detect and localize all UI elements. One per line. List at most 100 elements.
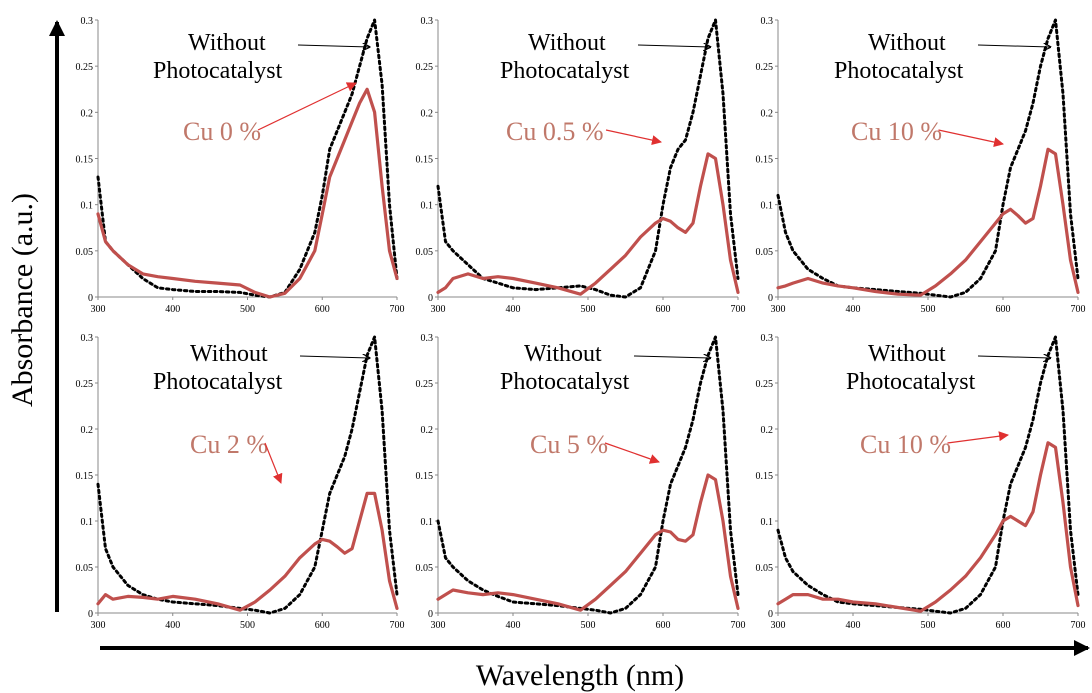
x-tick-label: 300 bbox=[431, 620, 446, 631]
y-tick-label: 0.05 bbox=[756, 563, 774, 574]
y-tick-label: 0 bbox=[768, 609, 773, 620]
arrow-to-without-peak bbox=[299, 356, 369, 358]
x-tick-label: 700 bbox=[1071, 620, 1086, 631]
x-tick-label: 300 bbox=[91, 304, 106, 315]
y-tick-label: 0.3 bbox=[421, 16, 434, 27]
y-tick-label: 0.25 bbox=[756, 62, 774, 73]
label-cu-percent: Cu 5 % bbox=[530, 430, 608, 459]
x-tick-label: 400 bbox=[846, 304, 861, 315]
label-photocatalyst: Photocatalyst bbox=[834, 58, 964, 84]
x-tick-label: 400 bbox=[846, 620, 861, 631]
y-tick-label: 0.05 bbox=[76, 563, 94, 574]
arrow-to-cu-peak bbox=[947, 431, 1009, 444]
arrow-to-without-peak bbox=[637, 45, 710, 47]
label-photocatalyst: Photocatalyst bbox=[500, 58, 630, 84]
y-tick-label: 0.25 bbox=[76, 62, 94, 73]
series-with-photocatalyst bbox=[776, 441, 1080, 613]
chart-panel-3: 0 0.05 0.1 0.15 0.2 0.25 0.3 300 400 500 600 700 Wit… bbox=[756, 16, 1086, 315]
y-tick-label: 0 bbox=[768, 293, 773, 304]
arrow-to-cu-peak bbox=[604, 442, 660, 464]
x-tick-label: 300 bbox=[431, 304, 446, 315]
x-tick-label: 700 bbox=[390, 304, 405, 315]
y-tick-label: 0 bbox=[428, 609, 433, 620]
y-tick-label: 0.05 bbox=[416, 563, 434, 574]
x-tick-label: 300 bbox=[771, 304, 786, 315]
label-photocatalyst: Photocatalyst bbox=[153, 369, 283, 395]
arrow-to-cu-peak bbox=[257, 82, 357, 131]
x-tick-label: 500 bbox=[240, 304, 255, 315]
label-photocatalyst: Photocatalyst bbox=[846, 369, 976, 395]
y-tick-label: 0.2 bbox=[81, 108, 94, 119]
label-cu-percent: Cu 10 % bbox=[860, 430, 951, 459]
x-tick-label: 500 bbox=[921, 620, 936, 631]
y-tick-label: 0.1 bbox=[761, 517, 774, 528]
y-tick-label: 0.15 bbox=[416, 471, 434, 482]
x-tick-label: 600 bbox=[996, 304, 1011, 315]
arrow-to-without-peak bbox=[977, 356, 1050, 358]
arrow-to-cu-peak bbox=[605, 129, 662, 145]
label-without: Without bbox=[868, 30, 946, 56]
y-tick-label: 0.25 bbox=[756, 379, 774, 390]
y-tick-label: 0 bbox=[88, 609, 93, 620]
arrow-to-without-peak bbox=[297, 45, 369, 47]
arrow-to-cu-peak bbox=[938, 129, 1004, 147]
x-tick-label: 700 bbox=[731, 304, 746, 315]
x-tick-label: 400 bbox=[506, 620, 521, 631]
y-tick-label: 0.15 bbox=[416, 155, 434, 166]
x-tick-label: 600 bbox=[315, 620, 330, 631]
x-tick-label: 400 bbox=[165, 304, 180, 315]
y-tick-label: 0.1 bbox=[421, 201, 434, 212]
chart-panel-1: 0 0.05 0.1 0.15 0.2 0.25 0.3 300 400 500 600 700 Wit… bbox=[76, 16, 405, 315]
y-tick-label: 0.2 bbox=[421, 108, 434, 119]
arrow-to-cu-peak bbox=[264, 442, 283, 484]
y-tick-label: 0.1 bbox=[81, 517, 94, 528]
x-tick-label: 600 bbox=[656, 620, 671, 631]
y-tick-label: 0.1 bbox=[421, 517, 434, 528]
series-with-photocatalyst bbox=[96, 87, 399, 299]
label-without: Without bbox=[190, 341, 268, 367]
label-cu-percent: Cu 2 % bbox=[190, 430, 268, 459]
x-tick-label: 300 bbox=[771, 620, 786, 631]
arrow-to-without-peak bbox=[977, 45, 1050, 47]
label-cu-percent: Cu 0.5 % bbox=[506, 117, 604, 146]
y-tick-label: 0.15 bbox=[756, 155, 774, 166]
label-without: Without bbox=[188, 30, 266, 56]
label-photocatalyst: Photocatalyst bbox=[153, 58, 283, 84]
series-with-photocatalyst bbox=[436, 473, 740, 612]
chart-panel-4: 0 0.05 0.1 0.15 0.2 0.25 0.3 300 400 500 600 700 Wit… bbox=[76, 333, 405, 631]
x-tick-label: 600 bbox=[996, 620, 1011, 631]
y-tick-label: 0.1 bbox=[761, 201, 774, 212]
x-tick-label: 700 bbox=[731, 620, 746, 631]
y-axis-title: Absorbance (a.u.) bbox=[6, 193, 39, 407]
y-tick-label: 0.2 bbox=[761, 425, 774, 436]
panels-group: 0 0.05 0.1 0.15 0.2 0.25 0.3 300 400 500 600 700 Wit… bbox=[76, 16, 1086, 631]
chart-panel-6: 0 0.05 0.1 0.15 0.2 0.25 0.3 300 400 500 600 700 Wit… bbox=[756, 333, 1086, 631]
label-cu-percent: Cu 10 % bbox=[851, 117, 942, 146]
y-tick-label: 0.15 bbox=[756, 471, 774, 482]
y-tick-label: 0.15 bbox=[76, 155, 94, 166]
x-tick-label: 600 bbox=[315, 304, 330, 315]
x-tick-label: 700 bbox=[1071, 304, 1086, 315]
y-tick-label: 0.3 bbox=[81, 333, 94, 344]
label-photocatalyst: Photocatalyst bbox=[500, 369, 630, 395]
y-tick-label: 0.25 bbox=[416, 62, 434, 73]
y-tick-label: 0.25 bbox=[416, 379, 434, 390]
series-with-photocatalyst bbox=[96, 491, 399, 612]
y-tick-label: 0 bbox=[88, 293, 93, 304]
x-tick-label: 400 bbox=[506, 304, 521, 315]
y-tick-label: 0.05 bbox=[76, 247, 94, 258]
label-cu-percent: Cu 0 % bbox=[183, 117, 261, 146]
x-tick-label: 600 bbox=[656, 304, 671, 315]
y-tick-label: 0 bbox=[428, 293, 433, 304]
x-tick-label: 500 bbox=[240, 620, 255, 631]
y-tick-label: 0.3 bbox=[81, 16, 94, 27]
y-tick-label: 0.25 bbox=[76, 379, 94, 390]
series-with-photocatalyst bbox=[776, 147, 1080, 297]
y-tick-label: 0.2 bbox=[761, 108, 774, 119]
y-tick-label: 0.05 bbox=[756, 247, 774, 258]
x-tick-label: 700 bbox=[390, 620, 405, 631]
x-tick-label: 500 bbox=[581, 620, 596, 631]
y-tick-label: 0.3 bbox=[421, 333, 434, 344]
chart-panel-5: 0 0.05 0.1 0.15 0.2 0.25 0.3 300 400 500 600 700 Wit… bbox=[416, 333, 746, 631]
y-tick-label: 0.1 bbox=[81, 201, 94, 212]
